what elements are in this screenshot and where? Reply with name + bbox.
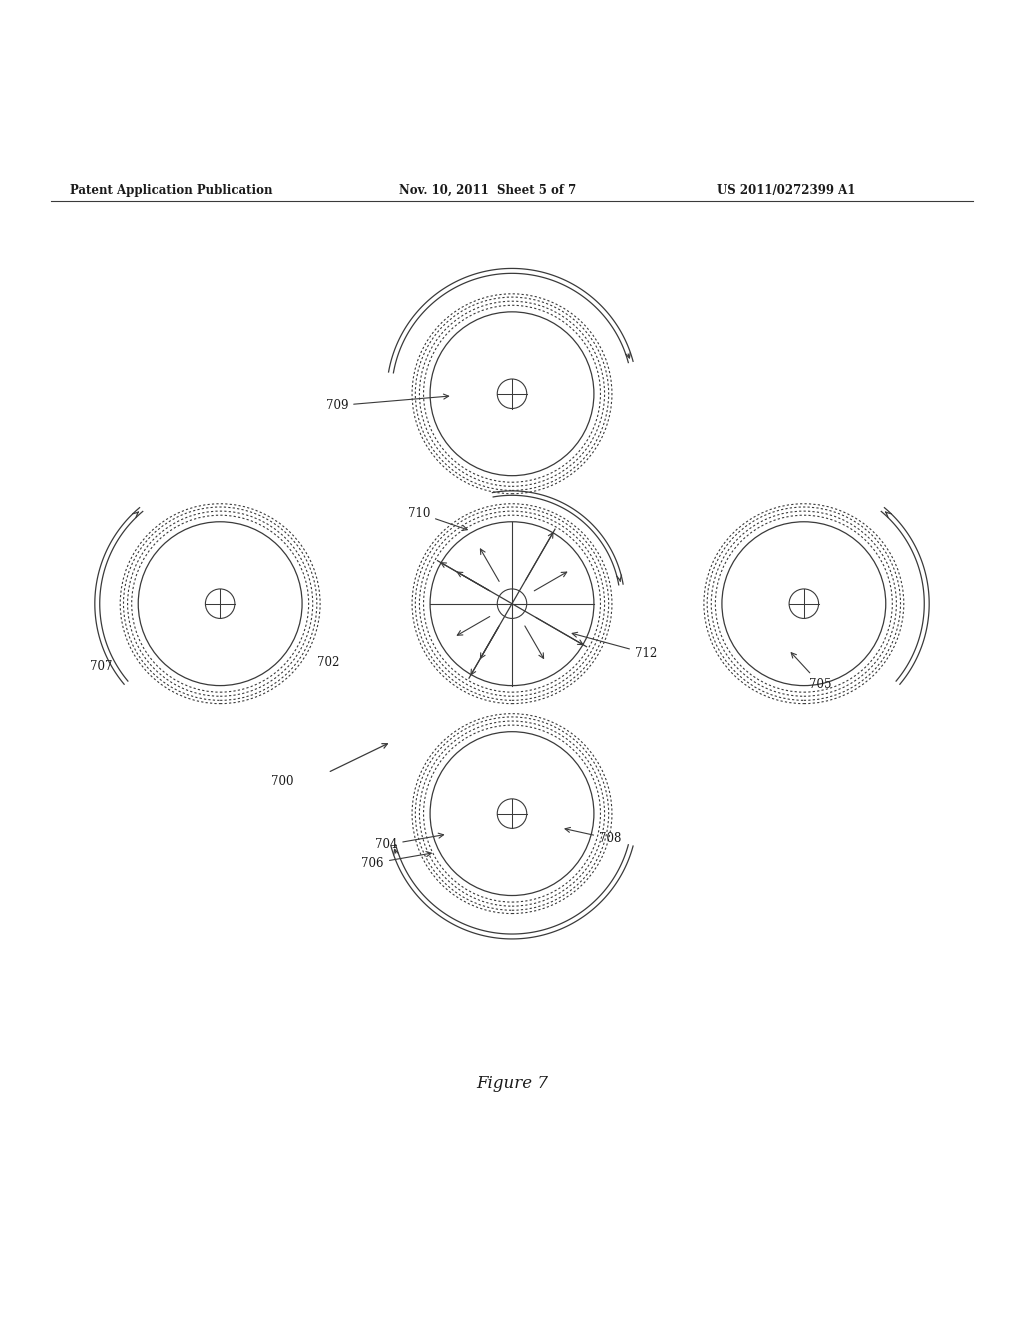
Text: 700: 700 [271,775,294,788]
Text: 705: 705 [792,652,831,690]
Text: 709: 709 [326,395,449,412]
Text: 706: 706 [361,851,431,870]
Text: 707: 707 [90,660,113,673]
Text: Figure 7: Figure 7 [476,1074,548,1092]
Text: 704: 704 [375,833,443,851]
Text: Patent Application Publication: Patent Application Publication [70,183,272,197]
Text: 710: 710 [408,507,467,531]
Text: US 2011/0272399 A1: US 2011/0272399 A1 [717,183,855,197]
Text: Nov. 10, 2011  Sheet 5 of 7: Nov. 10, 2011 Sheet 5 of 7 [399,183,577,197]
Text: 708: 708 [565,828,622,845]
Text: 702: 702 [317,656,340,669]
Text: 712: 712 [572,632,657,660]
